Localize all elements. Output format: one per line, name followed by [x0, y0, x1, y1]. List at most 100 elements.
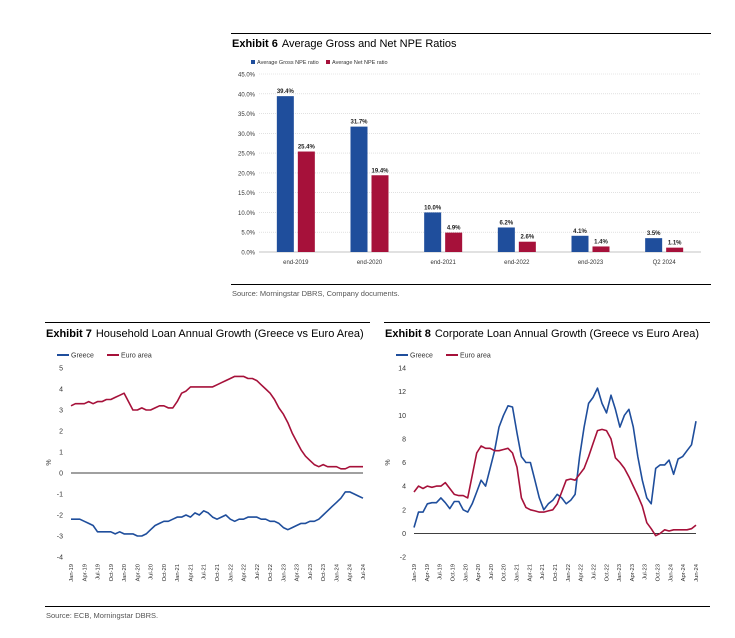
y-tick-label: 25.0%: [238, 152, 256, 158]
y-tick-label: 5.0%: [241, 231, 255, 237]
series-line-greece: [413, 387, 697, 528]
exhibit6-number: Exhibit 6: [232, 38, 278, 50]
exhibit7-number: Exhibit 7: [46, 328, 92, 340]
x-tick-label: end-2021: [430, 260, 456, 266]
bar-value-label: 3.5%: [647, 231, 661, 237]
bar-gross: [571, 235, 589, 252]
x-tick-label: end-2019: [283, 260, 309, 266]
y-tick-label: 10: [398, 413, 406, 420]
x-tick-label: Jul-22: [591, 564, 597, 580]
bar-value-label: 6.2%: [499, 220, 513, 226]
bar-gross: [645, 238, 663, 252]
y-tick-label: 1: [59, 450, 63, 457]
y-axis-label: %: [385, 459, 392, 465]
x-tick-label: Jul-21: [202, 564, 208, 580]
bar-net: [666, 247, 684, 252]
x-tick-label: end-2023: [578, 260, 604, 266]
x-tick-label: Oct-23: [656, 564, 662, 581]
x-tick-label: Apr-22: [242, 564, 248, 581]
bar-net: [445, 232, 463, 252]
y-tick-label: 3: [59, 408, 63, 415]
x-tick-label: Jan-20: [463, 564, 469, 582]
exhibit8-title: Exhibit 8 Corporate Loan Annual Growth (G…: [385, 328, 699, 340]
y-tick-label: -3: [57, 534, 63, 541]
exhibit8-top-rule: [384, 322, 710, 323]
bar-value-label: 4.9%: [447, 226, 461, 232]
y-tick-label: 14: [398, 366, 406, 373]
x-tick-label: Apr-19: [425, 564, 431, 581]
y-tick-label: 40.0%: [238, 92, 256, 98]
exhibit6-title: Exhibit 6 Average Gross and Net NPE Ratio…: [232, 38, 457, 50]
exhibit8-title-text: Corporate Loan Annual Growth (Greece vs …: [434, 328, 699, 340]
y-tick-label: 2: [402, 507, 406, 514]
bar-value-label: 2.6%: [520, 235, 534, 241]
y-tick-label: 0.0%: [241, 251, 255, 257]
x-tick-label: Jan-23: [617, 564, 623, 582]
exhibit6-bottom-rule: [231, 284, 711, 285]
x-tick-label: Jan-24: [334, 563, 340, 582]
exhibit6-source: Source: Morningstar DBRS, Company docume…: [232, 289, 400, 298]
npe-bar-chart: 0.0% 5.0% 10.0% 15.0% 20.0% 25.0% 30.0% 35.0% 40…: [238, 60, 701, 266]
x-tick-label: Apr-21: [527, 564, 533, 581]
series-line-greece: [71, 491, 364, 537]
x-tick-label: Apr-20: [476, 564, 482, 581]
x-tick-label: Q2 2024: [653, 260, 677, 266]
legend-label-greece: Greece: [410, 353, 433, 360]
x-tick-label: Oct-23: [321, 564, 327, 581]
corporate-line-chart: Greece Euro area -2 0 2 4 6 8 10 12 14% Jan-19 Apr-1…: [385, 353, 700, 582]
y-tick-label: 30.0%: [238, 132, 256, 138]
bar-value-label: 31.7%: [350, 120, 368, 126]
y-tick-label: 45.0%: [238, 73, 256, 79]
x-tick-label: Jan-20: [122, 564, 128, 582]
y-tick-label: 0: [402, 531, 406, 538]
x-tick-label: Jan-22: [566, 564, 572, 582]
x-tick-label: Oct-22: [604, 564, 610, 581]
y-tick-label: 2: [59, 429, 63, 436]
x-tick-label: Jan-22: [228, 564, 234, 582]
exhibit6-top-rule: [231, 33, 711, 34]
x-tick-label: Jan-23: [281, 564, 287, 582]
x-tick-label: Oct-21: [215, 564, 221, 581]
bar-value-label: 1.1%: [668, 241, 682, 247]
y-tick-label: -2: [400, 555, 406, 562]
x-tick-label: Jan-21: [175, 564, 181, 582]
x-tick-label: Oct-22: [268, 564, 274, 581]
y-tick-label: 6: [402, 460, 406, 467]
bar-net: [592, 246, 610, 252]
bar-net: [371, 175, 389, 252]
y-tick-label: 4: [402, 484, 406, 491]
legend-label-gross: Average Gross NPE ratio: [257, 60, 319, 66]
x-tick-label: Jan-19: [69, 564, 75, 582]
x-tick-label: end-2020: [357, 260, 383, 266]
x-tick-label: Apr-20: [135, 564, 141, 581]
y-tick-label: 20.0%: [238, 171, 256, 177]
y-tick-label: 10.0%: [238, 211, 256, 217]
household-line-chart: Greece Euro area -4 -3 -2 -1 0 1 2 3 4 5% Jan-19 Apr-…: [46, 353, 367, 582]
y-tick-label: -4: [57, 555, 63, 562]
y-tick-label: 8: [402, 436, 406, 443]
legend-label-euro-area: Euro area: [460, 353, 491, 360]
bar-value-label: 4.1%: [573, 229, 587, 235]
x-tick-label: Apr-23: [295, 564, 301, 581]
legend-label-greece: Greece: [71, 353, 94, 360]
bar-gross: [497, 227, 515, 252]
bar-value-label: 25.4%: [298, 145, 316, 151]
y-axis-label: %: [46, 459, 53, 465]
x-tick-label: Jan-24: [668, 563, 674, 582]
x-tick-label: Jun-24: [694, 563, 700, 582]
legend-label-net: Average Net NPE ratio: [332, 60, 388, 66]
x-tick-label: Jan-21: [515, 564, 521, 582]
x-tick-label: Jul-23: [643, 564, 649, 580]
x-tick-label: Jul-22: [255, 564, 261, 580]
legend-swatch-gross: [251, 60, 255, 64]
x-tick-label: Jul-24: [361, 563, 367, 580]
series-line-euro-area: [70, 375, 363, 470]
series-line-euro-area: [413, 428, 697, 537]
y-tick-label: 35.0%: [238, 112, 256, 118]
bar-net: [518, 241, 536, 252]
exhibit6-title-text: Average Gross and Net NPE Ratios: [281, 38, 457, 50]
x-tick-label: Jan-19: [412, 564, 418, 582]
bar-gross: [350, 126, 368, 252]
x-tick-label: Jul-19: [438, 564, 444, 580]
y-tick-label: 5: [59, 366, 63, 373]
